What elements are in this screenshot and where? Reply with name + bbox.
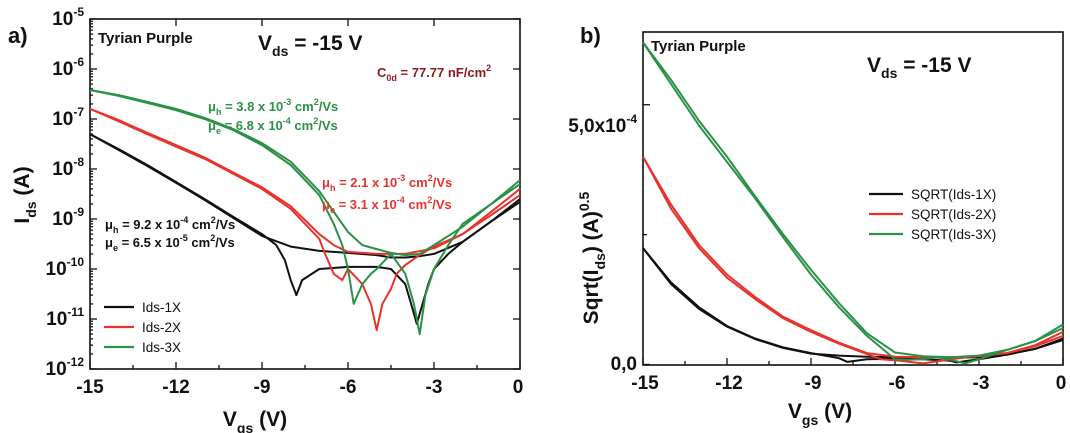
panel-a-y-tick-labels: 10-5 10-6 10-7 10-8 10-9 10-10 10-11 10-…: [46, 5, 85, 380]
a-series-ids-3x-branch-1: [89, 89, 521, 257]
panel-a-x-tick-labels: -15 -12 -9 -6 -3 0: [76, 377, 523, 398]
a-xtick--15: -15: [76, 377, 104, 398]
a-ytick-1e-7: 10-7: [52, 105, 84, 130]
panel-b-x-axis-title: Vgs (V): [788, 400, 852, 428]
a-xtick--9: -9: [254, 377, 271, 398]
panel-b-frame: [642, 31, 1064, 366]
b-series-sqrt-ids-3x--branch-1: [642, 41, 1064, 359]
b-ytick-0: 0,0: [611, 354, 637, 375]
panel-b-title: Tyrian Purple: [651, 38, 746, 55]
b-ytick-5e-4: 5,0x10-4: [568, 112, 637, 137]
a-ytick-1e-11: 10-11: [46, 305, 84, 330]
b-series-sqrt-ids-1x--branch-0: [642, 247, 1064, 364]
a-ytick-1e-9: 10-9: [52, 205, 84, 230]
legend-label-ids-3x: Ids-3X: [142, 340, 181, 355]
annotation-green-mu-h: μh = 3.8 x 10-3 cm2/Vs: [208, 97, 338, 117]
b-xtick--15: -15: [631, 373, 659, 394]
panel-a-letter: a): [8, 23, 28, 48]
panel-a: a) 10-5 10-6 10-7 10-8 10-9 10-10 10-11 …: [8, 5, 523, 433]
a-xtick-0: 0: [513, 377, 524, 398]
b-xtick--12: -12: [715, 373, 742, 394]
b-series-sqrt-ids-3x--branch-0: [642, 41, 1064, 365]
panel-b-vds-label: Vds = -15 V: [867, 54, 972, 81]
panel-a-capacitance-label: C0d = 77.77 nF/cm2: [377, 63, 491, 83]
annotation-black-mu-h: μh = 9.2 x 10-4 cm2/Vs: [105, 215, 235, 235]
a-series-ids-2x-branch-1: [89, 107, 521, 255]
a-ytick-1e-12: 10-12: [46, 355, 85, 380]
a-ytick-1e-10: 10-10: [46, 255, 85, 280]
annotation-red-mu-e: μe = 3.1 x 10-4 cm2/Vs: [322, 195, 452, 215]
panel-a-x-axis-title: Vgs (V): [223, 408, 287, 433]
panel-b-x-tick-labels: -15 -12 -9 -6 -3 0: [631, 373, 1066, 394]
a-series-ids-3x-branch-0: [89, 89, 521, 336]
panel-a-y-axis-title: Ids (A): [11, 166, 39, 223]
a-xtick--3: -3: [426, 377, 443, 398]
a-ytick-1e-8: 10-8: [52, 155, 84, 180]
panel-b-letter: b): [580, 23, 601, 48]
b-xtick--9: -9: [805, 373, 822, 394]
panel-b-curves: [642, 41, 1064, 365]
annotation-black-mu-e: μe = 6.5 x 10-5 cm2/Vs: [105, 233, 235, 253]
a-series-ids-1x-branch-1: [89, 133, 521, 259]
legend-label-sqrt-ids-2x: SQRT(Ids-2X): [911, 207, 996, 222]
legend-label-ids-2x: Ids-2X: [142, 320, 181, 335]
b-xtick--6: -6: [889, 373, 906, 394]
panel-a-title: Tyrian Purple: [98, 30, 193, 47]
panel-b: b) 5,0x10-4 0,0 -15 -12 -9 -6 -3 0 Vgs (…: [568, 23, 1066, 428]
b-series-sqrt-ids-2x--branch-0: [642, 156, 1064, 365]
panel-b-ticks: [642, 104, 1064, 366]
panel-a-curves: [89, 89, 521, 336]
panel-a-vds-label: Vds = -15 V: [258, 32, 363, 59]
a-ytick-1e-5: 10-5: [52, 5, 84, 30]
b-xtick-0: 0: [1056, 373, 1067, 394]
panel-a-legend: Ids-1X Ids-2X Ids-3X: [104, 300, 181, 355]
panel-a-ticks: [89, 18, 521, 370]
annotation-green-mu-e: μe = 6.8 x 10-4 cm2/Vs: [208, 116, 338, 136]
b-xtick--3: -3: [973, 373, 990, 394]
annotation-red-mu-h: μh = 2.1 x 10-3 cm2/Vs: [322, 173, 452, 193]
legend-label-sqrt-ids-1x: SQRT(Ids-1X): [911, 187, 996, 202]
a-xtick--12: -12: [162, 377, 189, 398]
b-series-sqrt-ids-1x--branch-1: [642, 247, 1064, 359]
panel-b-legend: SQRT(Ids-1X) SQRT(Ids-2X) SQRT(Ids-3X): [869, 187, 996, 242]
legend-label-sqrt-ids-3x: SQRT(Ids-3X): [911, 227, 996, 242]
legend-label-ids-1x: Ids-1X: [142, 300, 181, 315]
a-xtick--6: -6: [340, 377, 357, 398]
a-ytick-1e-6: 10-6: [52, 55, 84, 80]
panel-b-y-axis-title: Sqrt(Ids) (A)0.5: [576, 191, 608, 324]
